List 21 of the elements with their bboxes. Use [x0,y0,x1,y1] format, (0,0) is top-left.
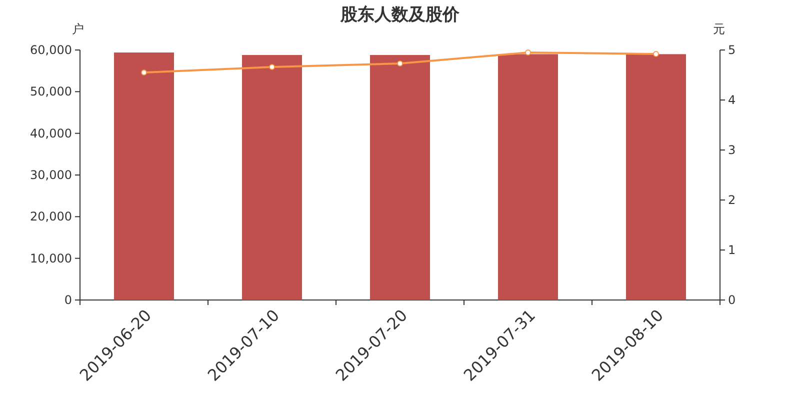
y2-tick-label: 5 [728,43,736,57]
y2-tick-label: 4 [728,93,736,107]
y-tick-label: 20,000 [30,210,72,224]
y-tick-label: 0 [64,293,72,307]
point [269,64,275,70]
y2-tick-label: 0 [728,293,736,307]
chart-title: 股东人数及股价 [340,5,460,25]
point [525,50,531,56]
y2-tick-label: 2 [728,193,736,207]
y-axis-title: 户 [72,22,84,36]
y-tick-label: 60,000 [30,43,72,57]
y2-tick-label: 3 [728,143,736,157]
point [397,60,403,66]
y2-tick-label: 1 [728,243,736,257]
y-tick-label: 50,000 [30,84,72,99]
y2-axis-title: 元 [713,22,725,36]
y-tick-label: 30,000 [30,168,72,182]
point [141,70,147,76]
y-tick-label: 10,000 [30,251,72,266]
point [653,51,659,57]
y-tick-label: 40,000 [30,126,72,140]
